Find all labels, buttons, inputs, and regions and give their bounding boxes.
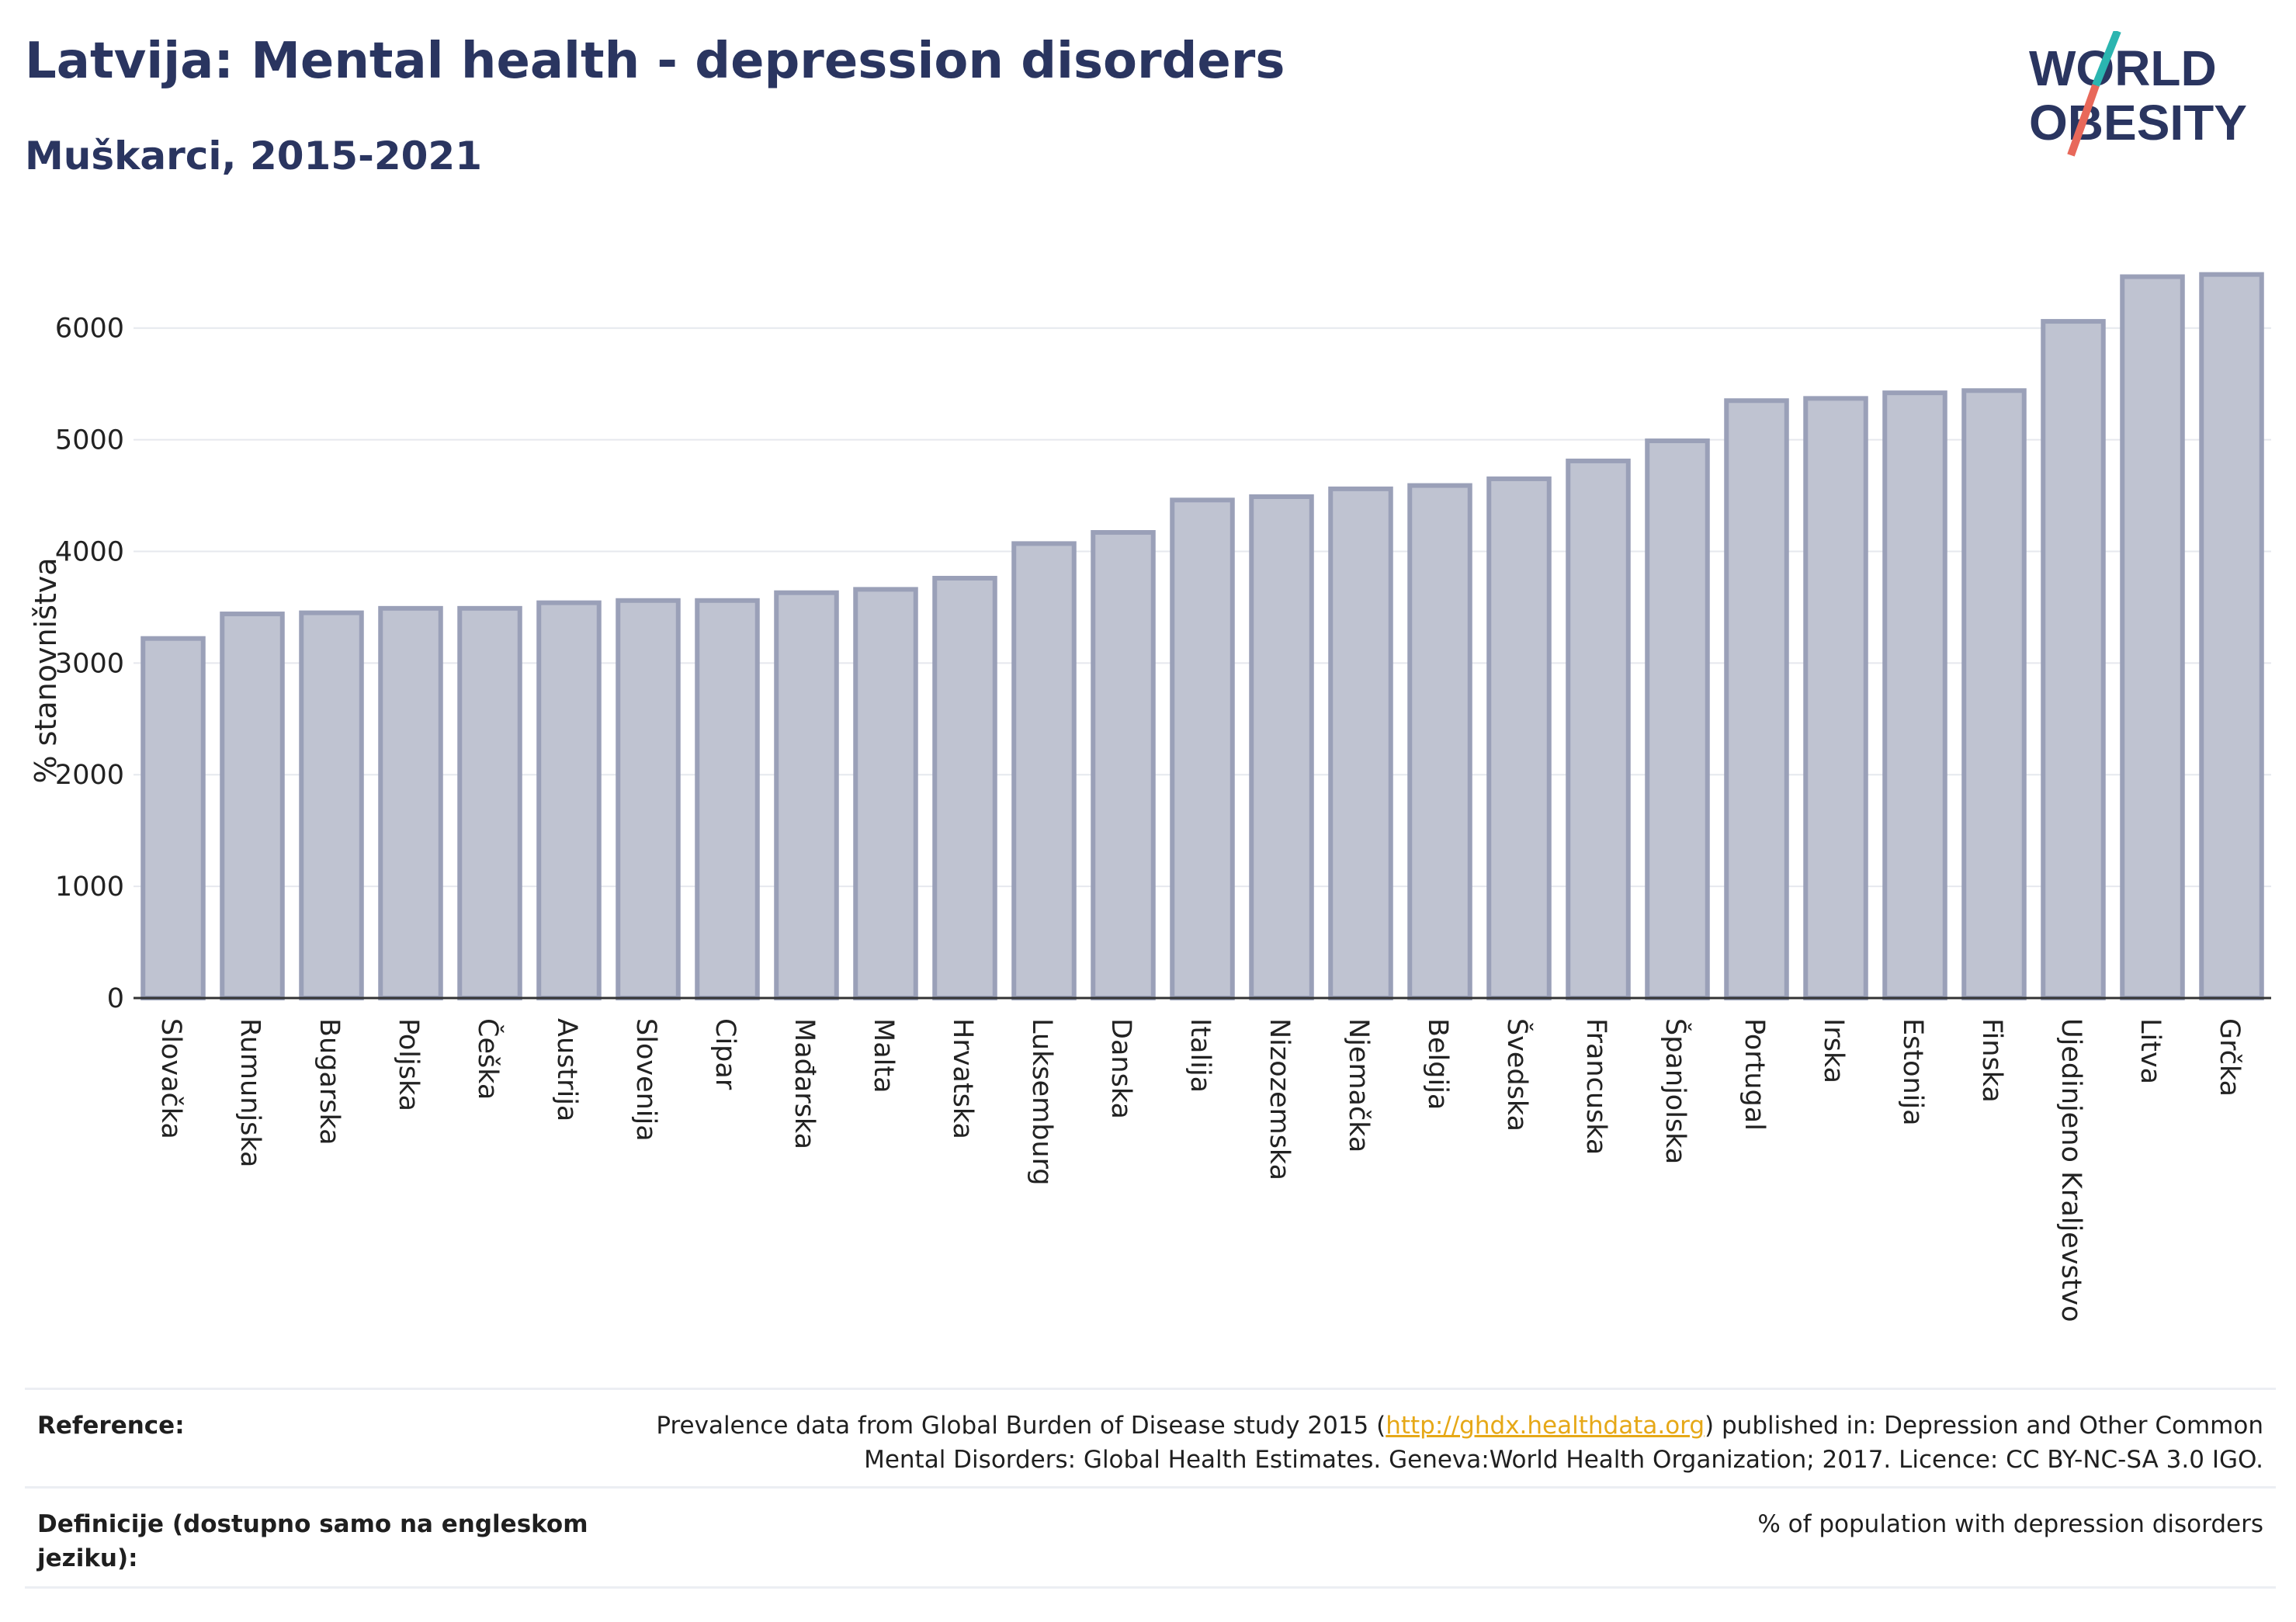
bar-chart: 0 1000 2000 3000 4000 5000 6000 Slovačka Rumunj…	[29, 272, 2271, 1322]
bar-Estonija	[1882, 390, 1947, 1000]
x-tick-label: Italija	[1184, 1018, 1216, 1093]
bar-Slovenija	[616, 598, 681, 1000]
x-tick-label: Njemačka	[1343, 1018, 1374, 1152]
bar-Cipar	[695, 598, 760, 1000]
bar-Luksemburg	[1011, 541, 1077, 1000]
logo-line2: OBESITY	[2029, 95, 2247, 151]
y-axis-label: % stanovništva	[29, 557, 63, 783]
y-axis-ticks: 0 1000 2000 3000 4000 5000 6000	[55, 314, 124, 1014]
x-tick-label: Portugal	[1739, 1018, 1770, 1131]
bar-Poljska	[378, 605, 443, 1000]
chart-subtitle: Muškarci, 2015-2021	[25, 133, 483, 178]
y-tick-label: 3000	[55, 648, 124, 679]
bar-Austrija	[536, 600, 602, 1000]
x-tick-label: Slovenija	[630, 1018, 661, 1142]
x-tick-label: Ujedinjeno Kraljevstvo	[2055, 1018, 2086, 1322]
x-tick-label: Luksemburg	[1026, 1018, 1057, 1186]
x-tick-label: Francuska	[1580, 1018, 1611, 1155]
bar-Irska	[1803, 396, 1868, 1000]
reference-text-after: ) published in: Depression and Other Com…	[864, 1412, 2263, 1474]
bar-Belgija	[1407, 483, 1472, 1000]
x-tick-label: Irska	[1818, 1018, 1849, 1083]
bar-Portugal	[1724, 398, 1789, 1000]
bar-Slovačka	[140, 636, 206, 1000]
bar-Ujedinjeno Kraljevstvo	[2041, 319, 2106, 1001]
reference-table: Reference: Prevalence data from Global B…	[25, 1388, 2276, 1589]
logo-slash-teal	[2092, 31, 2121, 87]
x-tick-label: Hrvatska	[947, 1018, 978, 1139]
bar-Francuska	[1566, 458, 1631, 1000]
bar-Rumunjska	[220, 612, 285, 1000]
bar-Hrvatska	[932, 576, 997, 1000]
x-tick-label: Poljska	[393, 1018, 424, 1111]
x-tick-label: Grčka	[2214, 1018, 2245, 1097]
bar-Španjolska	[1645, 438, 1710, 1000]
chart-title: Latvija: Mental health - depression diso…	[25, 33, 1285, 90]
y-tick-label: 1000	[55, 872, 124, 903]
bar-Malta	[853, 587, 918, 1000]
x-tick-label: Estonija	[1897, 1018, 1928, 1126]
bar-Češka	[457, 605, 522, 1000]
bar-Grčka	[2199, 272, 2264, 1000]
x-tick-label: Malta	[868, 1018, 899, 1093]
x-tick-label: Cipar	[709, 1018, 740, 1090]
definition-label: Definicije (dostupno samo na engleskom j…	[37, 1510, 588, 1572]
x-tick-label: Češka	[472, 1018, 505, 1100]
x-tick-label: Finska	[1976, 1018, 2007, 1103]
definition-text: % of population with depression disorder…	[1757, 1510, 2263, 1538]
logo-slash-red	[2067, 84, 2100, 157]
x-tick-label: Švedska	[1501, 1018, 1534, 1132]
x-tick-label: Mađarska	[789, 1018, 820, 1149]
y-tick-label: 0	[107, 983, 124, 1014]
bar-Danska	[1091, 530, 1156, 1000]
y-tick-label: 2000	[55, 760, 124, 791]
x-tick-label: Slovačka	[155, 1018, 186, 1139]
x-tick-label: Danska	[1105, 1018, 1136, 1119]
bar-Mađarska	[774, 590, 839, 1000]
reference-label: Reference:	[37, 1412, 185, 1440]
x-tick-label: Litva	[2135, 1018, 2166, 1084]
bar-Litva	[2120, 274, 2185, 1000]
bar-Italija	[1170, 497, 1235, 1000]
y-tick-label: 6000	[55, 314, 124, 345]
y-tick-label: 5000	[55, 425, 124, 456]
x-tick-label: Austrija	[551, 1018, 582, 1121]
y-tick-label: 4000	[55, 536, 124, 567]
reference-row: Reference: Prevalence data from Global B…	[25, 1388, 2276, 1486]
bar-Njemačka	[1328, 486, 1393, 1000]
reference-text: Prevalence data from Global Burden of Di…	[633, 1409, 2263, 1486]
bar-Švedska	[1486, 476, 1552, 1000]
bar-Nizozemska	[1249, 494, 1314, 1000]
x-tick-label: Belgija	[1422, 1018, 1453, 1110]
bar-Bugarska	[299, 610, 364, 1000]
x-tick-label: Rumunjska	[234, 1018, 265, 1167]
definition-row: Definicije (dostupno samo na engleskom j…	[25, 1486, 2276, 1589]
reference-text-before: Prevalence data from Global Burden of Di…	[656, 1412, 1386, 1440]
x-axis-ticks: Slovačka Rumunjska Bugarska Poljska Češka Aus…	[155, 1018, 2245, 1322]
reference-link[interactable]: http://ghdx.healthdata.org	[1386, 1412, 1705, 1440]
logo-line1: WORLD	[2029, 40, 2217, 96]
x-tick-label: Španjolska	[1660, 1018, 1692, 1164]
x-tick-label: Bugarska	[314, 1018, 345, 1145]
x-tick-label: Nizozemska	[1264, 1018, 1295, 1180]
world-obesity-logo: WORLD OBESITY	[2029, 31, 2247, 157]
bar-Finska	[1961, 388, 2027, 1000]
bars	[140, 272, 2264, 1001]
